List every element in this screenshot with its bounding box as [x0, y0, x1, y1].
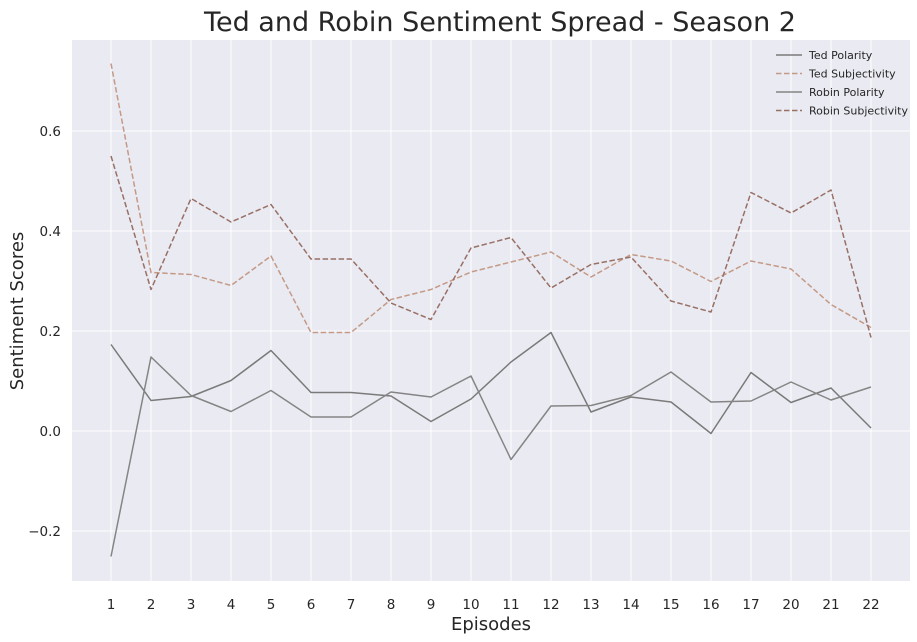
x-tick-label: 6 [307, 597, 316, 613]
x-tick-label: 2 [147, 597, 156, 613]
grid [72, 40, 910, 581]
series-line-ted-subjectivity [110, 63, 872, 334]
x-tick-label: 12 [542, 597, 559, 613]
y-tick-label: 0.4 [40, 224, 61, 240]
y-tick-label: 0.6 [40, 124, 61, 140]
legend-label: Robin Polarity [809, 86, 885, 99]
legend-label: Ted Polarity [808, 49, 873, 62]
x-tick-label: 5 [267, 597, 276, 613]
x-tick-label: 7 [347, 597, 356, 613]
x-tick-label: 1 [107, 597, 116, 613]
legend-label: Robin Subjectivity [809, 105, 908, 118]
series-layer [110, 63, 872, 557]
legend: Ted Polarity Ted Subjectivity Robin Polari… [776, 49, 908, 118]
x-tick-label: 15 [662, 597, 679, 613]
chart-title: Ted and Robin Sentiment Spread - Season … [203, 7, 796, 38]
x-tick-label: 20 [782, 597, 799, 613]
series-line-ted-polarity [110, 331, 872, 435]
x-tick-label: 3 [187, 597, 196, 613]
series-line-robin-subjectivity [110, 155, 872, 338]
x-tick-label: 9 [427, 597, 436, 613]
y-tick-label: −0.2 [28, 524, 61, 540]
x-axis-label: Episodes [451, 614, 531, 635]
x-tick-label: 22 [862, 597, 879, 613]
legend-label: Ted Subjectivity [808, 68, 896, 81]
x-tick-label: 11 [502, 597, 519, 613]
y-axis-ticks: −0.2 0.0 0.2 0.4 0.6 [28, 124, 61, 540]
x-tick-label: 21 [822, 597, 839, 613]
x-tick-label: 10 [462, 597, 479, 613]
x-axis-ticks: 1 2 3 4 5 6 7 8 9 10 11 12 13 14 15 16 17 20 21 22 [107, 597, 880, 613]
plot-area [72, 40, 910, 581]
series-line-robin-polarity [110, 356, 872, 557]
y-tick-label: 0.2 [40, 324, 61, 340]
x-tick-label: 8 [387, 597, 396, 613]
x-tick-label: 14 [622, 597, 639, 613]
y-tick-label: 0.0 [40, 424, 61, 440]
x-tick-label: 4 [227, 597, 236, 613]
x-tick-label: 13 [582, 597, 599, 613]
y-axis-label: Sentiment Scores [7, 232, 28, 391]
x-tick-label: 17 [742, 597, 759, 613]
x-tick-label: 16 [702, 597, 719, 613]
